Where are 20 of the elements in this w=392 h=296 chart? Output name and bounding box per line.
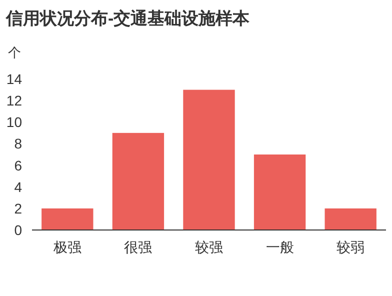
y-axis-title: 个 (8, 45, 21, 60)
y-tick-label: 0 (14, 222, 22, 238)
y-tick-label: 12 (6, 92, 22, 109)
y-tick-label: 4 (14, 178, 22, 195)
y-tick-label: 6 (14, 157, 22, 174)
y-tick-label: 8 (14, 136, 22, 152)
bar (183, 90, 235, 230)
y-tick-label: 14 (6, 71, 22, 87)
x-tick-label: 较强 (195, 239, 223, 255)
x-tick-label: 一般 (266, 239, 294, 255)
bar (254, 154, 306, 230)
bar (42, 208, 94, 230)
chart-title: 信用状况分布-交通基础设施样本 (5, 9, 251, 28)
y-tick-label: 2 (14, 200, 22, 216)
x-tick-label: 较弱 (336, 239, 365, 255)
x-tick-label: 极强 (52, 239, 82, 255)
bar (112, 132, 164, 230)
bar (324, 208, 376, 230)
y-tick-label: 10 (6, 114, 22, 130)
x-tick-label: 很强 (124, 239, 152, 255)
